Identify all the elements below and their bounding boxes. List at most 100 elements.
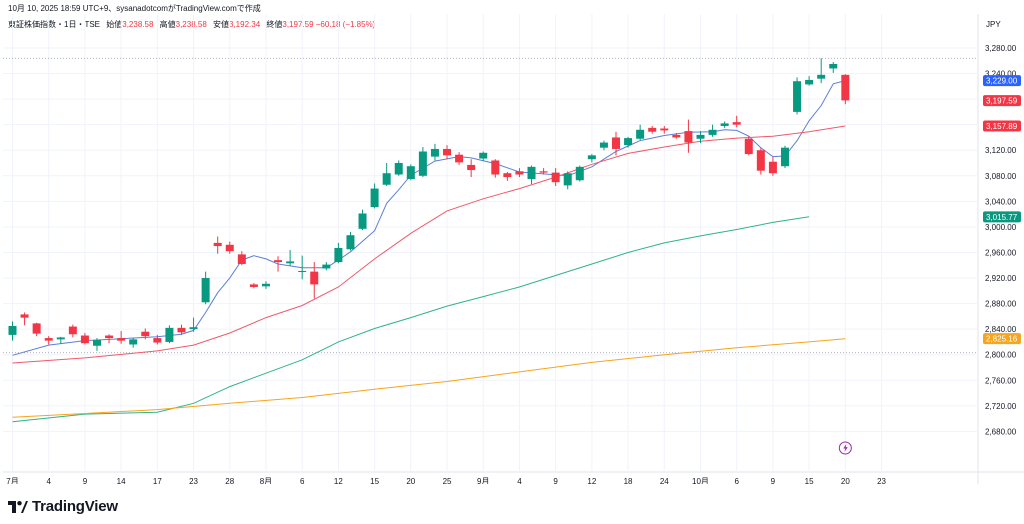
- candle-up[interactable]: [817, 58, 826, 84]
- candle-down[interactable]: [551, 168, 560, 187]
- candle-up[interactable]: [261, 281, 270, 289]
- candle-body: [430, 148, 439, 157]
- candle-down[interactable]: [68, 324, 77, 338]
- candle-up[interactable]: [165, 325, 174, 344]
- candle-body: [684, 131, 693, 143]
- candle-up[interactable]: [575, 165, 584, 182]
- candle-body: [32, 323, 41, 334]
- candle-up[interactable]: [298, 255, 307, 280]
- candle-down[interactable]: [467, 159, 476, 178]
- candle-up[interactable]: [201, 271, 210, 305]
- candle-up[interactable]: [322, 262, 331, 271]
- candle-up[interactable]: [624, 136, 633, 148]
- candle-down[interactable]: [648, 125, 657, 134]
- candle-body: [406, 166, 415, 179]
- candle-up[interactable]: [829, 62, 838, 73]
- candle-down[interactable]: [249, 283, 258, 289]
- time-axis[interactable]: 7月 4 9 14 17 23 28 8月 6 12 15 20 25 9月 4 9 12 18 24 10月 6 9 15…: [6, 477, 886, 484]
- candle-down[interactable]: [756, 148, 765, 175]
- candle-down[interactable]: [80, 332, 89, 345]
- candle-up[interactable]: [708, 124, 717, 137]
- candle-up[interactable]: [599, 140, 608, 151]
- y-tick-label: 2,800.00: [985, 351, 1017, 360]
- candle-up[interactable]: [696, 131, 705, 144]
- candle-up[interactable]: [382, 163, 391, 187]
- y-tick-label: 3,000.00: [985, 223, 1017, 232]
- price-chart[interactable]: 2,680.00 2,720.00 2,760.00 2,800.00 2,840.00…: [0, 14, 1024, 484]
- candle-down[interactable]: [515, 168, 524, 178]
- candle-up[interactable]: [92, 338, 101, 351]
- candle-up[interactable]: [527, 165, 536, 185]
- candle-up[interactable]: [430, 143, 439, 161]
- candle-down[interactable]: [672, 132, 681, 139]
- candle-down[interactable]: [612, 131, 620, 156]
- candle-down[interactable]: [141, 328, 150, 340]
- candle-down[interactable]: [503, 171, 512, 181]
- candle-up[interactable]: [8, 321, 17, 341]
- candle-down[interactable]: [237, 251, 246, 266]
- candle-up[interactable]: [370, 183, 379, 209]
- candle-down[interactable]: [660, 125, 669, 134]
- candle-up[interactable]: [563, 171, 572, 190]
- candle-up[interactable]: [334, 242, 343, 264]
- candle-up[interactable]: [418, 147, 427, 178]
- x-tick-label: 24: [660, 477, 669, 484]
- ma200-line: [12, 338, 846, 418]
- candle-down[interactable]: [744, 136, 753, 156]
- tradingview-logo[interactable]: TradingView: [8, 498, 118, 515]
- candle-up[interactable]: [394, 160, 403, 176]
- candle-down[interactable]: [684, 119, 693, 153]
- candle-down[interactable]: [274, 256, 283, 272]
- candle-body: [298, 270, 307, 272]
- y-tick-label: 2,680.00: [985, 427, 1017, 436]
- candle-down[interactable]: [539, 168, 548, 175]
- candle-up[interactable]: [286, 249, 295, 266]
- candle-down[interactable]: [117, 331, 126, 344]
- candle-down[interactable]: [177, 324, 186, 335]
- x-tick-label: 6: [300, 477, 305, 484]
- candle-down[interactable]: [225, 241, 234, 254]
- candle-down[interactable]: [455, 152, 464, 165]
- candle-down[interactable]: [443, 145, 452, 160]
- candle-body: [418, 151, 427, 176]
- x-tick-label: 18: [624, 477, 633, 484]
- candle-down[interactable]: [153, 334, 162, 345]
- candle-down[interactable]: [768, 156, 777, 176]
- x-tick-label: 9: [83, 477, 88, 484]
- candle-down[interactable]: [20, 312, 29, 326]
- symbol-label[interactable]: 東証株価指数・1日・TSE: [8, 20, 101, 29]
- candle-down[interactable]: [213, 236, 222, 254]
- x-tick-label: 9: [771, 477, 776, 484]
- candle-up[interactable]: [587, 154, 596, 163]
- candle-body: [370, 188, 379, 208]
- candle-down[interactable]: [32, 322, 41, 337]
- price-badge: 2,825.16: [983, 333, 1021, 345]
- candle-up[interactable]: [56, 336, 65, 344]
- candle-up[interactable]: [780, 145, 789, 169]
- candle-up[interactable]: [720, 121, 729, 128]
- candle-up[interactable]: [636, 124, 645, 141]
- candle-up[interactable]: [805, 76, 814, 86]
- candle-up[interactable]: [406, 164, 415, 181]
- price-badge-label: 3,015.77: [986, 213, 1018, 222]
- candles[interactable]: [8, 58, 850, 351]
- candle-up[interactable]: [189, 317, 198, 332]
- candle-body: [696, 134, 705, 139]
- candle-up[interactable]: [129, 337, 138, 348]
- candle-body: [213, 242, 222, 247]
- candle-down[interactable]: [732, 115, 741, 128]
- ohlc-legend: 東証株価指数・1日・TSE 始値3,238.58 高値3,238.58 安値3,…: [8, 19, 375, 30]
- candle-down[interactable]: [491, 159, 500, 178]
- candle-up[interactable]: [358, 209, 367, 231]
- event-marker[interactable]: [838, 441, 852, 455]
- price-badge-bg: [983, 120, 1021, 132]
- candle-up[interactable]: [793, 77, 802, 115]
- candle-down[interactable]: [105, 334, 114, 344]
- candle-down[interactable]: [44, 336, 53, 345]
- candle-down[interactable]: [310, 262, 319, 299]
- candle-up[interactable]: [346, 232, 355, 251]
- candle-body: [768, 161, 777, 174]
- candle-up[interactable]: [479, 151, 488, 162]
- candle-down[interactable]: [841, 74, 850, 105]
- candle-body: [479, 152, 488, 159]
